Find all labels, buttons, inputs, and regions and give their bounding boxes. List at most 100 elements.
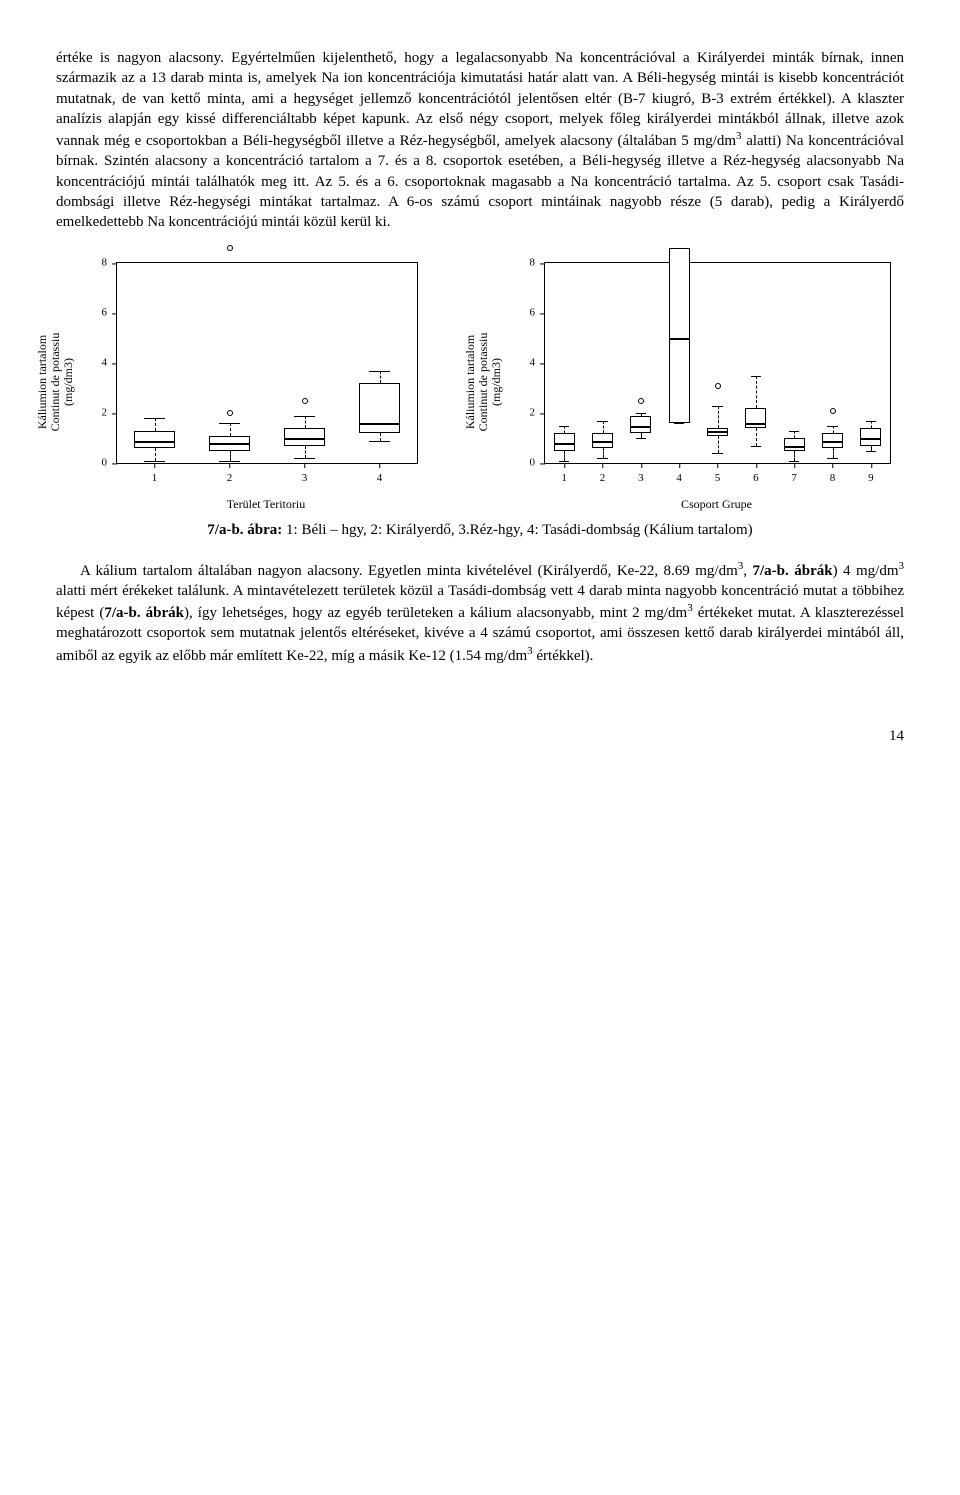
whisker [230, 423, 231, 436]
whisker [794, 451, 795, 461]
x-tick: 5 [715, 463, 721, 486]
whisker [833, 426, 834, 434]
plot-area-a: 024681234 [116, 262, 418, 464]
median-line [284, 438, 325, 440]
whisker-cap [827, 426, 838, 427]
median-line [592, 441, 613, 443]
median-line [209, 443, 250, 445]
y-tick: 0 [102, 456, 118, 471]
whisker-cap [144, 418, 165, 419]
x-axis-label: Terület Teritoriu [116, 496, 416, 512]
median-line [630, 426, 651, 428]
whisker-cap [144, 461, 165, 462]
whisker-cap [712, 406, 723, 407]
whisker [794, 431, 795, 439]
y-tick: 8 [530, 256, 546, 271]
x-tick: 6 [753, 463, 759, 486]
box [359, 383, 400, 433]
x-tick: 8 [830, 463, 836, 486]
whisker-cap [751, 376, 762, 377]
whisker-cap [559, 461, 570, 462]
whisker-cap [827, 458, 838, 459]
x-tick: 3 [302, 463, 308, 486]
box [784, 438, 805, 451]
x-axis-label: Csoport Grupe [544, 496, 889, 512]
y-tick: 6 [102, 306, 118, 321]
median-line [359, 423, 400, 425]
whisker-cap [712, 453, 723, 454]
x-tick: 4 [377, 463, 383, 486]
whisker-cap [674, 248, 685, 249]
y-tick: 4 [530, 356, 546, 371]
whisker [564, 451, 565, 461]
whisker-cap [369, 371, 390, 372]
whisker [603, 448, 604, 458]
boxplot-panel-b: Káliumion tartalom Continut de potassiu … [484, 252, 904, 512]
plot-area-b: 02468123456789 [544, 262, 891, 464]
median-line [707, 431, 728, 433]
whisker-cap [369, 441, 390, 442]
y-tick: 0 [530, 456, 546, 471]
whisker [603, 421, 604, 434]
whisker [871, 421, 872, 429]
whisker [564, 426, 565, 434]
whisker-cap [789, 431, 800, 432]
box [284, 428, 325, 446]
whisker-cap [597, 458, 608, 459]
whisker-cap [559, 426, 570, 427]
y-axis-label: Káliumion tartalom Continut de potassiu … [464, 333, 504, 432]
x-tick: 1 [152, 463, 158, 486]
outlier-point [638, 398, 644, 404]
body-paragraph: A kálium tartalom általában nagyon alacs… [56, 559, 904, 666]
whisker [718, 406, 719, 429]
whisker [305, 416, 306, 429]
outlier-point [715, 383, 721, 389]
whisker-cap [597, 421, 608, 422]
whisker-cap [866, 421, 877, 422]
whisker [305, 446, 306, 459]
y-tick: 2 [530, 406, 546, 421]
median-line [745, 423, 766, 425]
x-tick: 2 [600, 463, 606, 486]
outlier-point [227, 410, 233, 416]
x-tick: 3 [638, 463, 644, 486]
x-tick: 7 [791, 463, 797, 486]
outlier-point [830, 408, 836, 414]
whisker-cap [751, 446, 762, 447]
x-tick: 9 [868, 463, 874, 486]
whisker [833, 448, 834, 458]
median-line [822, 441, 843, 443]
whisker-cap [636, 413, 647, 414]
x-tick: 4 [676, 463, 682, 486]
box [554, 433, 575, 451]
whisker-cap [636, 438, 647, 439]
whisker [155, 418, 156, 431]
median-line [860, 438, 881, 440]
whisker-cap [219, 461, 240, 462]
whisker [380, 433, 381, 441]
median-line [784, 446, 805, 448]
y-tick: 2 [102, 406, 118, 421]
median-line [134, 441, 175, 443]
figure-7ab: Káliumion tartalom Continut de potassiu … [56, 252, 904, 512]
y-axis-label: Káliumion tartalom Continut de potassiu … [36, 333, 76, 432]
whisker-cap [219, 423, 240, 424]
y-tick: 4 [102, 356, 118, 371]
boxplot-panel-a: Káliumion tartalom Continut de potassiu … [56, 252, 436, 512]
whisker [380, 371, 381, 384]
whisker-cap [674, 423, 685, 424]
outlier-point [302, 398, 308, 404]
whisker-cap [789, 461, 800, 462]
box [860, 428, 881, 446]
whisker-cap [294, 458, 315, 459]
y-tick: 6 [530, 306, 546, 321]
box [134, 431, 175, 449]
y-tick: 8 [102, 256, 118, 271]
x-tick: 1 [561, 463, 567, 486]
outlier-point [227, 245, 233, 251]
median-line [554, 443, 575, 445]
box [669, 248, 690, 423]
whisker [230, 451, 231, 461]
whisker [756, 428, 757, 446]
whisker [756, 376, 757, 409]
